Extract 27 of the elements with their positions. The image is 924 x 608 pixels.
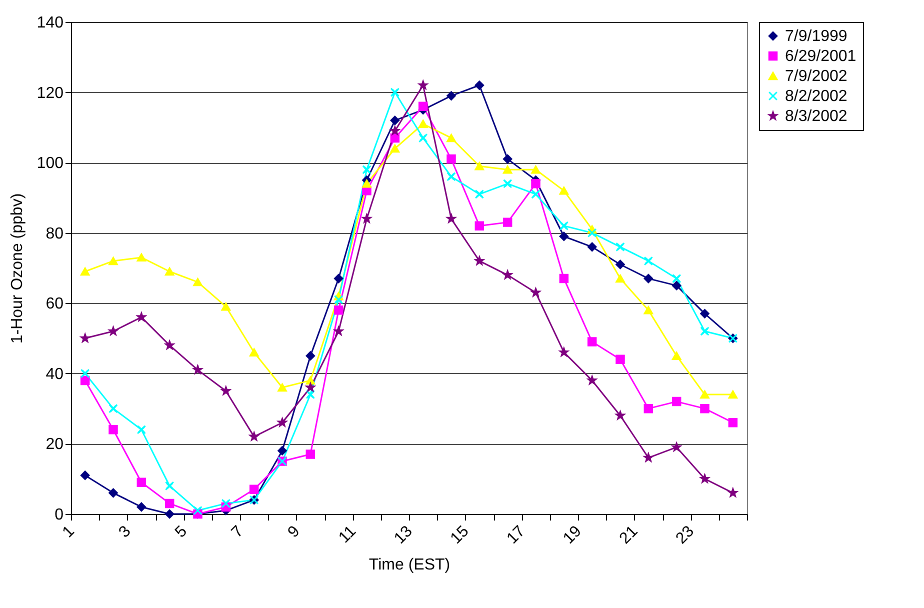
x-tick-label: 1 <box>60 522 78 542</box>
x-tick-label: 17 <box>504 522 529 548</box>
y-axis-title: 1-Hour Ozone (ppbv) <box>8 193 26 344</box>
legend-label: 7/9/2002 <box>785 68 848 85</box>
x-tick-label: 15 <box>448 522 472 548</box>
x-tick-label: 11 <box>336 522 360 547</box>
x-tick-label: 13 <box>391 522 416 548</box>
y-tick-label: 80 <box>46 225 64 242</box>
y-tick-label: 120 <box>36 84 64 102</box>
y-tick-label: 40 <box>46 366 64 383</box>
y-tick-label: 60 <box>46 296 64 313</box>
legend-label: 8/2/2002 <box>785 88 848 105</box>
legend-label: 7/9/1999 <box>785 28 848 45</box>
y-tick-label: 100 <box>36 155 64 172</box>
legend-label: 6/29/2001 <box>785 48 856 65</box>
x-axis-title: Time (EST) <box>368 556 450 574</box>
y-tick-label: 140 <box>36 14 64 32</box>
x-tick-label: 7 <box>228 522 247 542</box>
x-tick-label: 9 <box>284 522 304 542</box>
x-tick-label: 23 <box>672 522 698 548</box>
x-tick-label: 5 <box>172 522 191 542</box>
y-tick-label: 20 <box>46 436 64 454</box>
legend-label: 8/3/2002 <box>785 108 848 125</box>
y-tick-label: 0 <box>54 506 64 524</box>
x-tick-label: 3 <box>116 522 134 542</box>
x-tick-label: 19 <box>560 522 585 548</box>
x-tick-label: 21 <box>616 522 642 548</box>
